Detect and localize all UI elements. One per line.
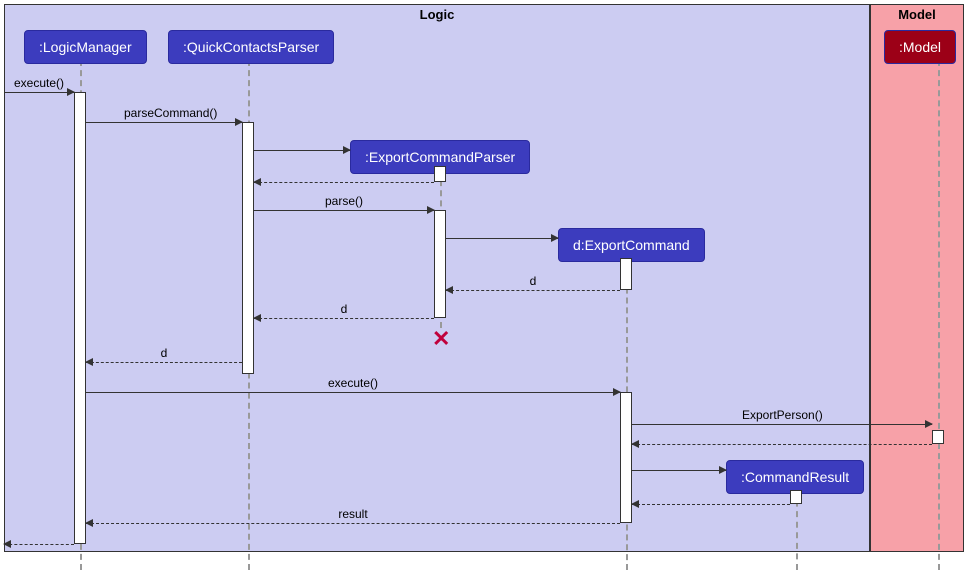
activation-ecp-2 — [434, 210, 446, 318]
arrow-m2 — [86, 122, 242, 123]
region-logic-title: Logic — [420, 7, 455, 22]
activation-lm — [74, 92, 86, 544]
msg-label-m15: result — [313, 507, 393, 521]
msg-label-m9: d — [124, 346, 204, 360]
arrow-m8 — [254, 318, 434, 319]
arrow-m15 — [86, 523, 620, 524]
arrow-m12 — [632, 444, 932, 445]
activation-ec-1 — [620, 258, 632, 290]
arrow-m6 — [446, 238, 558, 239]
arrow-m10 — [86, 392, 620, 393]
activation-mdl — [932, 430, 944, 444]
arrow-m1 — [4, 92, 74, 93]
msg-label-m7: d — [493, 274, 573, 288]
destroy-icon: ✕ — [432, 326, 450, 352]
activation-cr — [790, 490, 802, 504]
arrow-m14 — [632, 504, 790, 505]
arrow-m3 — [254, 150, 350, 151]
activation-ecp-1 — [434, 166, 446, 182]
msg-label-m11: ExportPerson() — [742, 408, 822, 422]
region-model: Model — [870, 4, 964, 552]
participant-quickcontactsparser: :QuickContactsParser — [168, 30, 334, 64]
arrow-m5 — [254, 210, 434, 211]
msg-label-m10: execute() — [313, 376, 393, 390]
msg-label-m8: d — [304, 302, 384, 316]
arrow-m9 — [86, 362, 242, 363]
arrow-m13 — [632, 470, 726, 471]
participant-exportcommand: d:ExportCommand — [558, 228, 705, 262]
arrow-m11 — [632, 424, 932, 425]
arrow-m7 — [446, 290, 620, 291]
msg-label-m1: execute() — [0, 76, 79, 90]
arrow-m16 — [4, 544, 74, 545]
participant-model: :Model — [884, 30, 956, 64]
msg-label-m5: parse() — [304, 194, 384, 208]
participant-logicmanager: :LogicManager — [24, 30, 147, 64]
participant-commandresult: :CommandResult — [726, 460, 864, 494]
msg-label-m2: parseCommand() — [124, 106, 204, 120]
arrow-m4 — [254, 182, 434, 183]
activation-qcp — [242, 122, 254, 374]
lifeline-mdl — [938, 60, 940, 570]
region-model-title: Model — [898, 7, 936, 22]
